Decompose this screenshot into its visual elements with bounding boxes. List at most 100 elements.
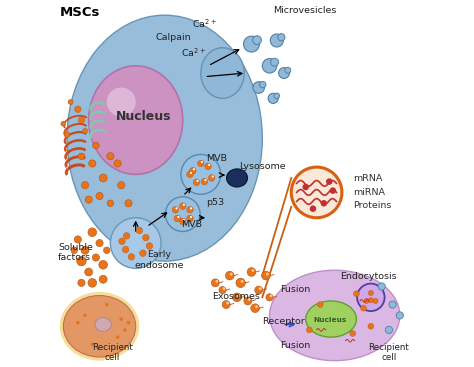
Circle shape [201, 178, 208, 185]
Circle shape [226, 302, 229, 305]
Circle shape [368, 290, 374, 295]
Circle shape [78, 279, 85, 287]
Circle shape [198, 160, 204, 167]
Circle shape [143, 235, 149, 241]
Circle shape [209, 175, 215, 181]
Circle shape [268, 93, 278, 103]
Text: Fusion: Fusion [281, 285, 310, 294]
Circle shape [260, 81, 266, 88]
Circle shape [146, 243, 153, 249]
Circle shape [187, 171, 193, 178]
Circle shape [271, 58, 279, 66]
Circle shape [357, 284, 384, 311]
Circle shape [364, 298, 369, 304]
Circle shape [140, 250, 146, 257]
Text: Soluble
factors: Soluble factors [58, 243, 93, 262]
Circle shape [354, 291, 359, 297]
Circle shape [320, 200, 327, 207]
Text: MSCs: MSCs [60, 6, 100, 19]
Circle shape [177, 216, 180, 218]
Circle shape [92, 142, 99, 149]
Circle shape [82, 182, 89, 189]
Circle shape [96, 192, 103, 200]
Circle shape [204, 179, 207, 181]
Circle shape [118, 238, 125, 244]
Circle shape [368, 323, 374, 329]
Text: MVB: MVB [206, 154, 227, 163]
Circle shape [118, 182, 125, 189]
Circle shape [279, 68, 290, 79]
Circle shape [85, 268, 92, 276]
Ellipse shape [60, 292, 139, 361]
Circle shape [222, 287, 226, 290]
Circle shape [187, 207, 193, 213]
Circle shape [378, 283, 385, 290]
Circle shape [114, 160, 121, 167]
Circle shape [212, 175, 214, 178]
Circle shape [241, 280, 244, 283]
Circle shape [180, 203, 186, 210]
Circle shape [172, 207, 179, 213]
Circle shape [230, 273, 233, 276]
Circle shape [251, 304, 259, 313]
Circle shape [187, 215, 193, 222]
Circle shape [96, 239, 103, 247]
Circle shape [136, 227, 143, 234]
Circle shape [373, 298, 378, 304]
Circle shape [99, 174, 107, 182]
Circle shape [190, 172, 192, 174]
Circle shape [174, 215, 181, 222]
Circle shape [244, 36, 259, 52]
Circle shape [396, 312, 403, 319]
Circle shape [255, 305, 258, 308]
Circle shape [165, 197, 200, 232]
Circle shape [262, 59, 277, 73]
Circle shape [262, 271, 270, 280]
Circle shape [205, 163, 211, 170]
Text: p53: p53 [206, 198, 224, 207]
Circle shape [61, 121, 66, 126]
Ellipse shape [64, 295, 136, 357]
Circle shape [92, 254, 100, 261]
Circle shape [201, 161, 203, 163]
Circle shape [82, 128, 88, 134]
Circle shape [125, 200, 132, 207]
Circle shape [266, 273, 269, 276]
Ellipse shape [107, 87, 136, 116]
Circle shape [116, 335, 119, 339]
Circle shape [270, 34, 283, 47]
Circle shape [81, 246, 89, 254]
Circle shape [99, 275, 107, 283]
Text: miRNA: miRNA [353, 188, 385, 197]
Circle shape [74, 236, 82, 243]
Circle shape [361, 305, 366, 311]
Circle shape [368, 298, 374, 303]
Circle shape [274, 93, 280, 99]
Circle shape [107, 153, 114, 160]
Text: Ca$^{2+}$: Ca$^{2+}$ [192, 17, 217, 30]
Circle shape [123, 328, 127, 332]
Circle shape [255, 286, 263, 294]
Text: MVB: MVB [181, 219, 202, 229]
Circle shape [68, 99, 73, 105]
Circle shape [107, 200, 114, 207]
Circle shape [222, 301, 230, 309]
Circle shape [183, 219, 185, 221]
Circle shape [317, 302, 323, 308]
Text: Exosomes: Exosomes [212, 292, 260, 301]
Circle shape [180, 218, 186, 225]
Circle shape [310, 206, 316, 212]
Circle shape [78, 153, 85, 160]
Ellipse shape [95, 317, 111, 331]
Circle shape [237, 294, 240, 297]
Circle shape [197, 180, 199, 182]
Text: Early
endosome: Early endosome [135, 250, 184, 270]
Text: mRNA: mRNA [353, 174, 382, 184]
Circle shape [85, 196, 92, 203]
Circle shape [74, 106, 81, 112]
Circle shape [350, 331, 356, 337]
Circle shape [236, 278, 246, 288]
Circle shape [71, 247, 77, 254]
Circle shape [175, 207, 178, 210]
Text: Recipient
cell: Recipient cell [92, 342, 133, 362]
